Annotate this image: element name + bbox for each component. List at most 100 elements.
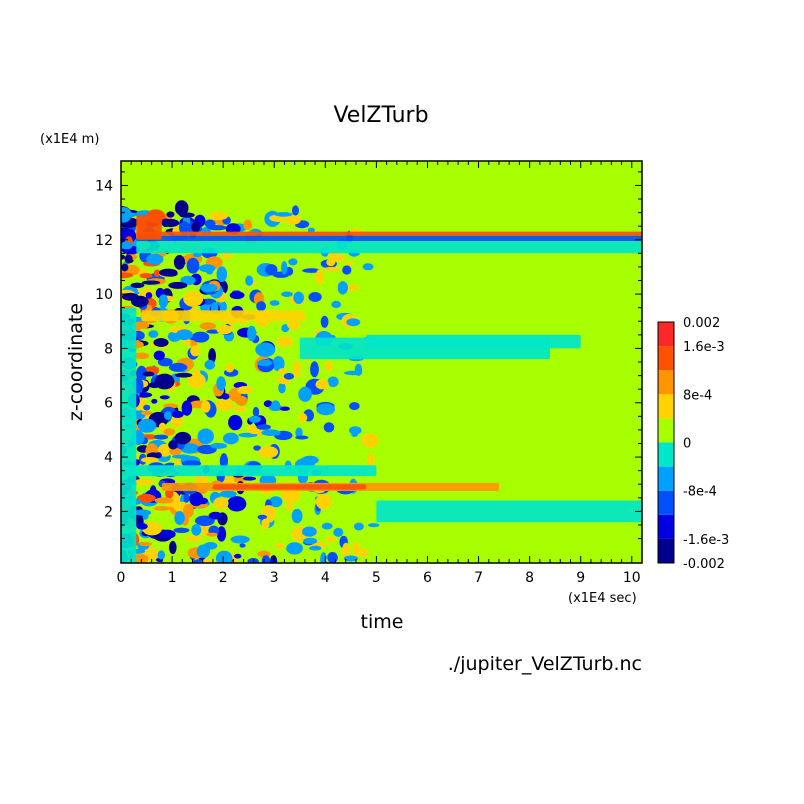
turbulence-cell	[229, 291, 245, 300]
turbulence-cell	[219, 490, 237, 498]
turbulence-cell	[215, 399, 234, 411]
turbulence-cell	[292, 361, 301, 378]
turbulence-cell	[257, 514, 267, 520]
turbulence-cell	[321, 522, 333, 530]
turbulence-cell	[315, 269, 324, 285]
turbulence-cell	[151, 398, 158, 404]
x-axis-label: time	[361, 611, 404, 633]
turbulence-cell	[145, 292, 153, 299]
turbulence-cell	[157, 443, 172, 457]
turbulence-cell	[228, 414, 243, 431]
turbulence-cell	[146, 253, 164, 265]
colorbar: 0.002 1.6e-3 8e-4 0 -8e-4 -1.6e-3 -0.002	[657, 316, 729, 572]
turbulence-cell	[173, 254, 186, 270]
turbulence-cell	[121, 263, 129, 272]
turbulence-cell	[139, 541, 153, 547]
turbulence-cell	[130, 282, 145, 288]
turbulence-cell	[327, 552, 338, 563]
turbulence-cell	[286, 542, 303, 555]
y-axis-label: z-coordinate	[65, 303, 87, 421]
colorbar-swatch	[658, 418, 674, 443]
turbulence-cell	[183, 291, 204, 307]
turbulence-cell	[198, 264, 216, 273]
colorbar-label: 0.002	[683, 316, 720, 331]
turbulence-cell	[287, 320, 301, 330]
turbulence-cell	[234, 553, 242, 559]
turbulence-cell	[191, 221, 201, 233]
turbulence-cell	[124, 254, 133, 264]
colorbar-label: -0.002	[683, 557, 725, 572]
turbulence-cell	[239, 543, 246, 548]
turbulence-cell	[213, 497, 229, 510]
field-band	[212, 484, 367, 490]
x-tick-label: 6	[423, 570, 432, 586]
turbulence-cell	[230, 535, 250, 544]
turbulence-cell	[153, 506, 170, 511]
colorbar-swatch	[658, 346, 674, 371]
colorbar-label: -8e-4	[683, 485, 717, 500]
turbulence-cell	[349, 426, 362, 435]
turbulence-cell	[344, 370, 363, 376]
turbulence-cell	[331, 300, 342, 308]
turbulence-cell	[315, 493, 332, 510]
x-tick-label: 1	[168, 570, 177, 586]
turbulence-cell	[148, 382, 161, 389]
turbulence-cell	[191, 331, 210, 343]
turbulence-cell	[210, 442, 228, 449]
chart-title: VelZTurb	[333, 103, 428, 128]
x-axis: 0 1 2 3 4 5 6 7 8 9 10	[117, 161, 641, 586]
colorbar-swatch	[658, 466, 674, 491]
colorbar-label: 0	[683, 437, 691, 452]
turbulence-cell	[200, 400, 211, 413]
turbulence-cell	[141, 410, 153, 416]
field-band	[376, 500, 642, 523]
turbulence-cell	[159, 529, 176, 539]
y-tick-label: 4	[104, 450, 113, 466]
x-tick-label: 2	[219, 570, 228, 586]
turbulence-cell	[136, 365, 148, 382]
turbulence-cell	[276, 336, 293, 347]
y-tick-label: 10	[95, 287, 113, 303]
turbulence-cell	[292, 205, 299, 216]
turbulence-cell	[225, 363, 235, 373]
turbulence-cell	[121, 241, 133, 250]
turbulence-cell	[149, 485, 157, 497]
colorbar-swatch	[658, 370, 674, 395]
turbulence-cell	[333, 527, 344, 537]
turbulence-cell	[342, 542, 350, 559]
turbulence-cell	[349, 402, 360, 411]
turbulence-cell	[316, 403, 336, 416]
turbulence-cell	[219, 453, 228, 469]
turbulence-cell	[179, 212, 195, 218]
turbulence-cell	[245, 275, 254, 286]
turbulence-cell	[142, 371, 155, 377]
field-band	[136, 241, 642, 254]
y-tick-label: 12	[95, 233, 113, 249]
turbulence-cell	[362, 263, 374, 271]
turbulence-cell	[133, 509, 152, 516]
coherent-bands	[121, 215, 642, 563]
source-file-label: ./jupiter_VelZTurb.nc	[448, 653, 642, 675]
turbulence-cell	[298, 386, 312, 402]
turbulence-cell	[164, 411, 172, 420]
turbulence-cell	[168, 362, 188, 372]
turbulence-cell	[196, 475, 209, 485]
turbulence-cell	[133, 352, 150, 360]
turbulence-cell	[261, 555, 271, 563]
turbulence-cell	[206, 532, 218, 537]
turbulence-cell	[274, 212, 293, 217]
turbulence-cell	[154, 434, 169, 440]
turbulence-cell	[191, 524, 202, 536]
turbulence-cell	[309, 545, 322, 551]
turbulence-cell	[302, 526, 317, 537]
turbulence-cell	[343, 555, 358, 562]
turbulence-cell	[159, 268, 178, 277]
turbulence-cell	[199, 322, 217, 330]
x-tick-label: 5	[372, 570, 381, 586]
turbulence-cell	[346, 318, 361, 327]
turbulence-cell	[345, 284, 360, 291]
turbulence-cell	[216, 324, 233, 335]
turbulence-cell	[310, 361, 319, 378]
turbulence-cell	[285, 214, 301, 225]
turbulence-cell	[121, 207, 132, 223]
